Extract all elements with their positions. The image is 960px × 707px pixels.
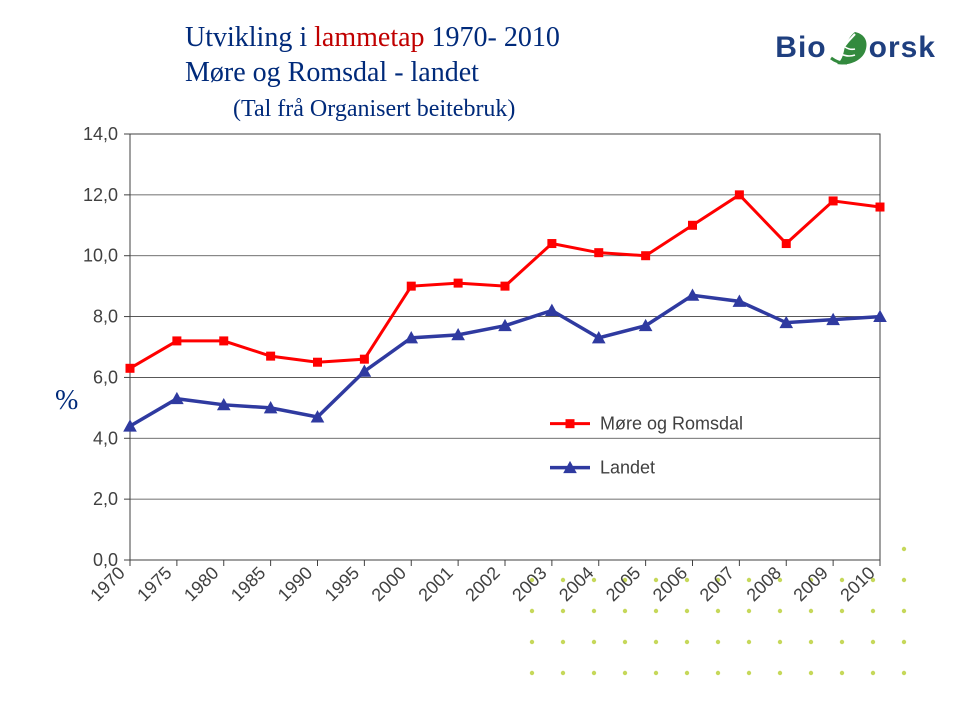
svg-text:10,0: 10,0 (83, 246, 118, 266)
bioforsk-logo: Bio orsk (775, 28, 936, 68)
svg-text:2003: 2003 (508, 563, 550, 605)
svg-text:2009: 2009 (789, 563, 831, 605)
svg-text:2004: 2004 (555, 563, 597, 605)
title-line-2: Møre og Romsdal - landet (185, 57, 479, 88)
svg-text:1975: 1975 (133, 563, 175, 605)
svg-text:2005: 2005 (602, 563, 644, 605)
svg-text:1985: 1985 (227, 563, 269, 605)
svg-text:2008: 2008 (743, 563, 785, 605)
svg-text:2006: 2006 (649, 563, 691, 605)
svg-text:14,0: 14,0 (83, 124, 118, 144)
svg-text:2,0: 2,0 (93, 489, 118, 509)
svg-text:1995: 1995 (321, 563, 363, 605)
svg-text:6,0: 6,0 (93, 367, 118, 387)
svg-text:12,0: 12,0 (83, 185, 118, 205)
svg-text:2000: 2000 (368, 563, 410, 605)
title-seg-2: lammetap (314, 22, 431, 53)
svg-text:8,0: 8,0 (93, 307, 118, 327)
svg-text:1990: 1990 (274, 563, 316, 605)
logo-text-right: orsk (869, 31, 936, 65)
svg-text:1980: 1980 (180, 563, 222, 605)
svg-text:2001: 2001 (414, 563, 456, 605)
leaf-icon (825, 28, 871, 68)
logo-text-left: Bio (775, 31, 826, 65)
svg-text:Landet: Landet (600, 458, 655, 478)
svg-text:2002: 2002 (461, 563, 503, 605)
svg-text:2007: 2007 (696, 563, 738, 605)
title-seg-1: Utvikling i (185, 22, 314, 53)
svg-text:4,0: 4,0 (93, 428, 118, 448)
title-seg-3: 1970- 2010 (432, 22, 560, 53)
svg-text:2010: 2010 (836, 563, 878, 605)
svg-text:Møre og Romsdal: Møre og Romsdal (600, 414, 743, 434)
line-chart: 0,02,04,06,08,010,012,014,01970197519801… (50, 110, 900, 650)
